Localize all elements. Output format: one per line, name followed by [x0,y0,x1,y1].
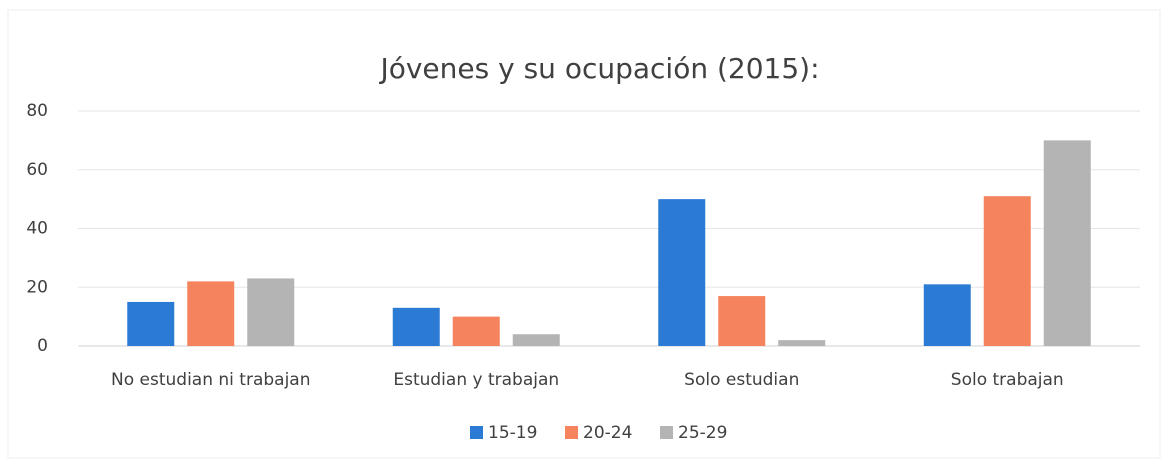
bar [247,278,295,346]
bar [923,284,971,346]
chart-frame [7,9,1161,459]
y-tick-label: 20 [26,277,48,297]
x-tick-label: No estudian ni trabajan [111,370,310,390]
legend-label: 20-24 [583,423,632,443]
bar [983,196,1031,346]
bar [512,334,560,346]
y-tick-label: 0 [37,336,48,356]
bar [127,301,175,346]
y-tick-label: 80 [26,101,48,121]
bar [392,307,440,346]
bar [778,340,826,346]
bar [187,281,235,346]
legend-swatch [565,426,578,439]
bar [452,316,500,346]
bar [658,199,706,346]
y-tick-label: 40 [26,219,48,239]
x-tick-label: Solo estudian [684,370,799,390]
bar [1043,140,1091,346]
legend-label: 25-29 [678,423,727,443]
legend-swatch [470,426,483,439]
x-tick-label: Solo trabajan [951,370,1064,390]
x-tick-label: Estudian y trabajan [393,370,559,390]
legend-label: 15-19 [488,423,537,443]
chart-title: Jóvenes y su ocupación (2015): [378,52,819,85]
legend-swatch [660,426,673,439]
bar [718,296,766,346]
y-tick-label: 60 [26,160,48,180]
